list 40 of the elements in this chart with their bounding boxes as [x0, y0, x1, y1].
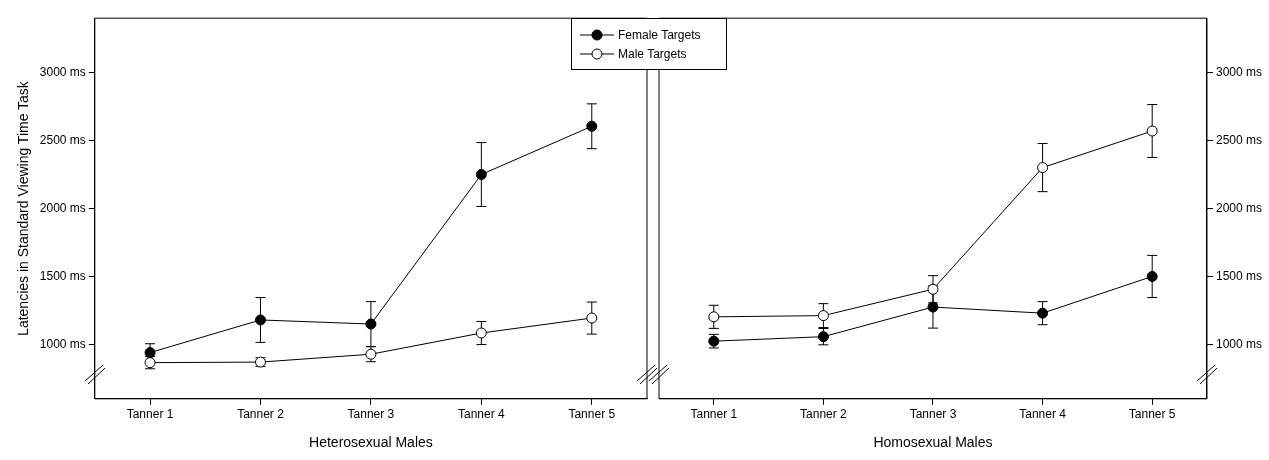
- point: [927, 301, 939, 313]
- point: [1146, 125, 1158, 137]
- point: [1037, 162, 1049, 174]
- y2-tick-label: 2500 ms: [1215, 132, 1263, 147]
- x-tick-label: Tanner 5: [568, 407, 616, 422]
- point: [927, 283, 939, 295]
- point: [475, 169, 487, 181]
- y2-tick-label: 3000 ms: [1215, 64, 1263, 79]
- y2-tick-label: 2000 ms: [1215, 200, 1263, 215]
- x-tick-label: Tanner 4: [1019, 407, 1067, 422]
- x-tick-label: Tanner 2: [800, 407, 848, 422]
- point: [475, 327, 487, 339]
- x-tick-label: Tanner 1: [126, 407, 174, 422]
- point: [708, 311, 720, 323]
- x-tick-label: Tanner 4: [458, 407, 506, 422]
- point: [817, 310, 829, 322]
- x-axis-title: Heterosexual Males: [309, 434, 433, 451]
- point: [586, 120, 598, 132]
- y-tick-label: 3000 ms: [39, 64, 86, 79]
- point: [254, 314, 266, 326]
- y-tick-label: 1000 ms: [39, 336, 86, 351]
- x-tick-label: Tanner 2: [237, 407, 285, 422]
- y-tick-label: 1500 ms: [39, 268, 86, 283]
- point: [365, 318, 377, 330]
- x-tick-label: Tanner 3: [909, 407, 957, 422]
- x-tick-label: Tanner 5: [1128, 407, 1176, 422]
- x-axis-title: Homosexual Males: [873, 434, 993, 451]
- legend-label: Female Targets: [618, 27, 701, 42]
- point: [144, 347, 156, 359]
- x-tick-label: Tanner 1: [690, 407, 738, 422]
- y2-tick-label: 1500 ms: [1215, 268, 1263, 283]
- y-tick-label: 2000 ms: [39, 200, 86, 215]
- point: [586, 312, 598, 324]
- y-tick-label: 2500 ms: [39, 132, 86, 147]
- y2-tick-label: 1000 ms: [1215, 336, 1263, 351]
- point: [1037, 307, 1049, 319]
- x-tick-label: Tanner 3: [347, 407, 395, 422]
- point: [1146, 270, 1158, 282]
- y-axis-title: Latencies in Standard Viewing Time Task: [15, 80, 32, 336]
- legend-label: Male Targets: [618, 46, 687, 61]
